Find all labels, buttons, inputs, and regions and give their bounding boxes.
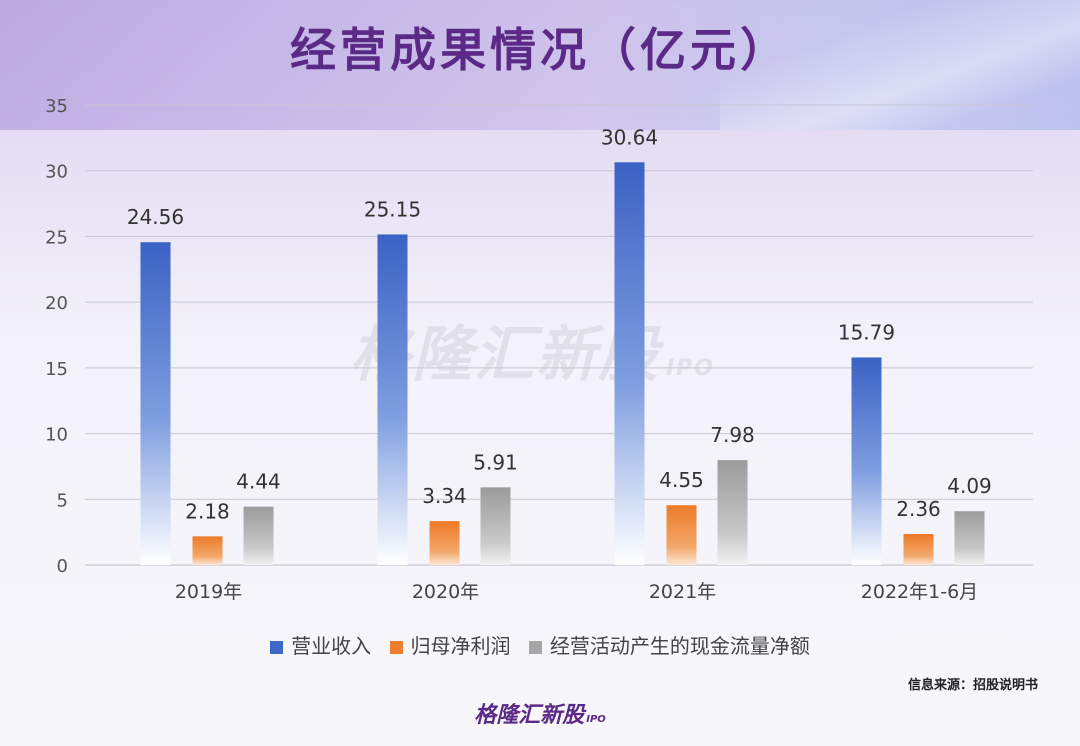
data-label: 4.55 bbox=[659, 468, 704, 492]
data-label: 15.79 bbox=[838, 320, 895, 344]
bar-layer bbox=[140, 162, 985, 565]
legend-swatch-profit bbox=[389, 641, 403, 654]
legend-label-cashflow: 经营活动产生的现金流量净额 bbox=[549, 634, 810, 658]
y-tick-label: 0 bbox=[57, 556, 68, 577]
legend-item-revenue: 营业收入 bbox=[270, 630, 371, 659]
bar-revenue bbox=[377, 234, 408, 565]
data-label: 4.09 bbox=[947, 474, 992, 498]
bar-revenue bbox=[851, 357, 882, 565]
brand-ipo: IPO bbox=[586, 714, 606, 725]
x-tick-label: 2020年 bbox=[412, 581, 479, 603]
y-tick-label: 35 bbox=[45, 96, 68, 117]
watermark-ipo: IPO bbox=[666, 356, 716, 381]
y-tick-label: 30 bbox=[45, 162, 68, 183]
legend-item-cashflow: 经营活动产生的现金流量净额 bbox=[528, 630, 810, 659]
bar-cashflow bbox=[954, 511, 985, 565]
data-label: 24.56 bbox=[127, 205, 184, 229]
data-label: 7.98 bbox=[710, 423, 755, 447]
y-tick-label: 5 bbox=[57, 490, 68, 511]
bar-profit bbox=[903, 533, 934, 565]
x-tick-label: 2019年 bbox=[175, 581, 242, 603]
y-tick-label: 15 bbox=[45, 359, 68, 380]
grid-layer bbox=[85, 104, 1033, 566]
bar-profit bbox=[666, 505, 697, 565]
legend-item-profit: 归母净利润 bbox=[389, 630, 511, 659]
bar-cashflow bbox=[243, 506, 274, 565]
data-label: 25.15 bbox=[364, 197, 421, 221]
bar-chart: 0 5 10 15 20 25 30 35 24.56 2.184.44 2019年 25.15 3.3… bbox=[45, 96, 1033, 603]
y-tick-label: 10 bbox=[45, 425, 68, 446]
chart-title: 经营成果情况（亿元） bbox=[290, 23, 790, 77]
legend-swatch-cashflow bbox=[528, 641, 542, 654]
legend-swatch-revenue bbox=[270, 641, 284, 654]
brand-logo: 格隆汇新股 IPO bbox=[0, 697, 1080, 729]
data-label: 3.34 bbox=[422, 484, 467, 508]
x-tick-label: 2021年 bbox=[649, 581, 716, 603]
y-tick-label: 20 bbox=[45, 293, 68, 314]
brand-text: 格隆汇新股 bbox=[474, 703, 585, 728]
bar-cashflow bbox=[717, 460, 748, 565]
data-label: 2.36 bbox=[896, 497, 941, 521]
x-tick-label: 2022年1-6月 bbox=[861, 581, 978, 603]
data-label: 5.91 bbox=[473, 450, 518, 474]
bar-revenue bbox=[614, 162, 645, 565]
y-tick-label: 25 bbox=[45, 227, 68, 248]
bar-profit bbox=[429, 521, 460, 565]
bar-revenue bbox=[140, 242, 171, 565]
header-band bbox=[0, 0, 1080, 130]
data-label: 30.64 bbox=[601, 125, 658, 149]
legend-label-profit: 归母净利润 bbox=[410, 634, 511, 658]
source-note: 信息来源：招股说明书 bbox=[907, 678, 1038, 693]
data-label: 4.44 bbox=[236, 470, 281, 494]
legend: 营业收入 归母净利润 经营活动产生的现金流量净额 bbox=[0, 630, 1080, 659]
data-label: 2.18 bbox=[185, 499, 230, 523]
bar-profit bbox=[192, 536, 223, 565]
label-layer: 0 5 10 15 20 25 30 35 24.56 2.184.44 2019年 25.15 3.3… bbox=[45, 96, 992, 603]
legend-label-revenue: 营业收入 bbox=[291, 634, 372, 658]
bar-cashflow bbox=[480, 487, 511, 565]
